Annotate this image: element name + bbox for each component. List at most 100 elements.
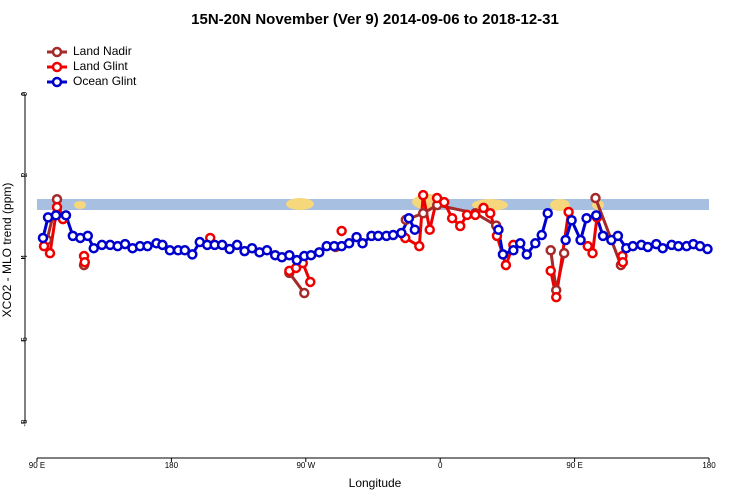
point xyxy=(357,238,368,249)
legend-item: Land Glint xyxy=(47,59,128,73)
point xyxy=(500,259,512,271)
point xyxy=(590,192,601,204)
legend-label: Ocean Glint xyxy=(73,74,137,88)
point xyxy=(216,239,228,251)
point xyxy=(261,245,273,256)
y-axis-label: XCO2 - MLO trend (ppm) xyxy=(0,183,14,318)
point xyxy=(493,224,504,235)
point xyxy=(521,249,533,260)
point xyxy=(470,209,481,221)
point xyxy=(403,212,415,224)
point xyxy=(417,208,429,219)
point xyxy=(478,202,489,214)
point xyxy=(581,212,592,224)
point xyxy=(231,239,243,251)
point xyxy=(545,265,556,277)
point xyxy=(484,208,496,219)
x-axis-label: Longitude xyxy=(349,476,402,490)
point xyxy=(536,229,547,241)
point xyxy=(417,189,429,201)
point xyxy=(119,238,131,250)
point xyxy=(542,208,553,219)
x-tick-label: 90 W xyxy=(296,461,315,470)
point xyxy=(179,245,191,256)
map-strip xyxy=(37,194,709,211)
point xyxy=(582,240,593,252)
point xyxy=(387,229,399,241)
point xyxy=(409,224,421,235)
x-tick-label: 180 xyxy=(702,461,716,470)
legend-label: Land Nadir xyxy=(73,44,132,58)
point xyxy=(414,240,425,252)
point xyxy=(157,239,168,251)
point xyxy=(37,232,49,244)
point xyxy=(299,287,310,299)
point xyxy=(79,256,91,268)
point xyxy=(612,230,624,242)
point xyxy=(597,230,609,242)
point xyxy=(673,240,684,252)
point xyxy=(44,247,56,259)
y-tick-label: -4 xyxy=(20,254,29,262)
point xyxy=(545,245,556,256)
point xyxy=(642,241,654,253)
point xyxy=(343,238,355,249)
legend-marker xyxy=(51,76,63,88)
point xyxy=(291,254,303,266)
chart-title: 15N-20N November (Ver 9) 2014-09-06 to 2… xyxy=(191,11,559,28)
x-tick-label: 180 xyxy=(165,461,179,470)
point xyxy=(566,215,577,226)
legend-item: Ocean Glint xyxy=(47,74,137,88)
point xyxy=(550,291,562,303)
point xyxy=(558,247,570,259)
point xyxy=(446,212,458,224)
legend-marker xyxy=(51,46,63,58)
point xyxy=(514,238,526,249)
point xyxy=(142,240,153,252)
y-tick-label: -2 xyxy=(20,172,29,180)
point xyxy=(438,196,450,208)
legend-marker xyxy=(51,61,63,73)
x-tick-label: 0 xyxy=(438,461,443,470)
y-tick-label: 0 xyxy=(20,91,29,96)
point xyxy=(497,249,509,260)
point xyxy=(563,206,574,218)
point xyxy=(88,242,99,254)
point xyxy=(591,210,602,221)
point xyxy=(50,210,62,221)
point xyxy=(461,209,473,221)
point xyxy=(96,239,108,251)
point xyxy=(305,276,316,288)
legend-label: Land Glint xyxy=(73,59,128,73)
point xyxy=(284,249,295,261)
point xyxy=(702,243,713,255)
point xyxy=(351,231,362,243)
point xyxy=(424,224,435,235)
point xyxy=(587,247,598,259)
y-tick-label: -6 xyxy=(20,337,29,345)
point xyxy=(627,240,639,252)
point xyxy=(657,242,668,254)
point xyxy=(508,245,519,256)
point xyxy=(246,242,258,254)
point xyxy=(164,245,176,256)
x-tick-label: 90 E xyxy=(566,461,582,470)
point xyxy=(187,249,198,260)
point xyxy=(575,234,586,246)
point xyxy=(305,249,317,261)
legend-item: Land Nadir xyxy=(47,44,132,58)
point xyxy=(372,230,384,242)
point xyxy=(454,220,466,232)
point xyxy=(396,227,407,239)
point xyxy=(60,210,72,221)
point xyxy=(560,234,571,246)
point xyxy=(617,256,629,268)
point xyxy=(313,247,325,258)
point xyxy=(336,225,347,237)
point xyxy=(530,238,541,249)
y-tick-label: -8 xyxy=(20,419,29,427)
point xyxy=(224,243,235,255)
point xyxy=(82,230,94,242)
point xyxy=(51,201,63,213)
